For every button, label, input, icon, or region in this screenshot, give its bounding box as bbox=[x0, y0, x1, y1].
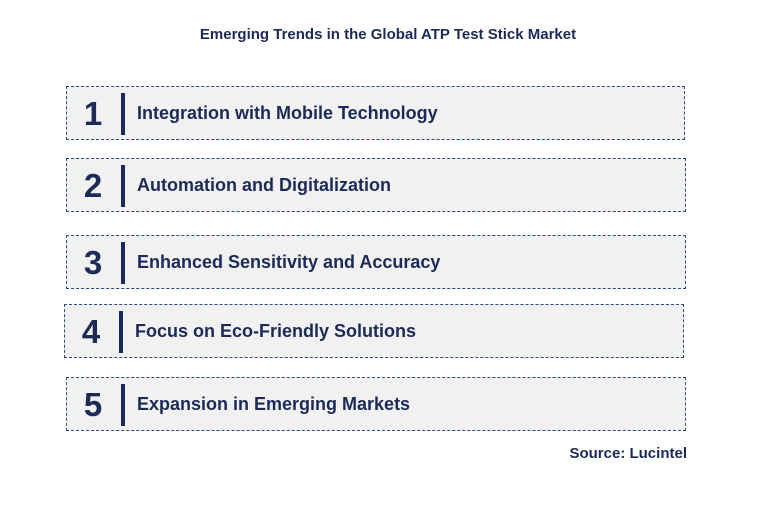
diagram-title: Emerging Trends in the Global ATP Test S… bbox=[199, 26, 577, 43]
trend-label: Expansion in Emerging Markets bbox=[137, 394, 411, 414]
source-credit: Source: Lucintel bbox=[569, 445, 687, 462]
trend-number: 4 bbox=[81, 313, 101, 350]
trend-divider bbox=[121, 165, 125, 207]
trend-item-5: 5 Expansion in Emerging Markets bbox=[66, 377, 686, 431]
trend-number: 1 bbox=[83, 95, 103, 132]
trend-divider bbox=[121, 93, 125, 135]
trend-item-2: 2 Automation and Digitalization bbox=[66, 158, 686, 212]
trend-number: 3 bbox=[83, 244, 103, 281]
trend-number: 2 bbox=[83, 167, 103, 204]
trend-label: Automation and Digitalization bbox=[137, 175, 391, 195]
trend-item-4: 4 Focus on Eco-Friendly Solutions bbox=[64, 304, 684, 358]
trend-divider bbox=[121, 242, 125, 284]
trend-item-3: 3 Enhanced Sensitivity and Accuracy bbox=[66, 235, 686, 289]
trend-label: Enhanced Sensitivity and Accuracy bbox=[137, 252, 441, 272]
trend-item-1: 1 Integration with Mobile Technology bbox=[66, 86, 685, 140]
trend-number: 5 bbox=[83, 386, 103, 423]
trend-label: Focus on Eco-Friendly Solutions bbox=[135, 321, 417, 341]
trend-label: Integration with Mobile Technology bbox=[137, 103, 438, 123]
trend-divider bbox=[119, 311, 123, 353]
trend-divider bbox=[121, 384, 125, 426]
